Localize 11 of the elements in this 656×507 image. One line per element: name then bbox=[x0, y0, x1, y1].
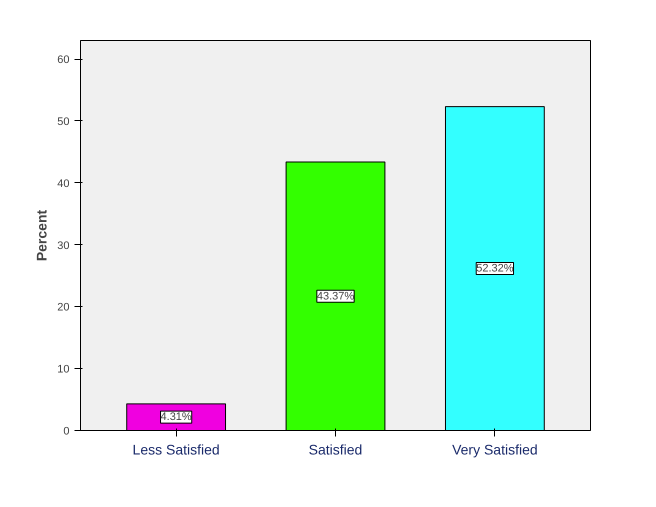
y-tick-label: 10 bbox=[57, 364, 70, 376]
x-tick-label: Less Satisfied bbox=[132, 442, 220, 458]
y-tick-label: 60 bbox=[57, 54, 70, 66]
y-tick-label: 20 bbox=[57, 302, 70, 314]
y-tick-label: 40 bbox=[57, 178, 70, 190]
y-axis-title: Percent bbox=[33, 209, 50, 262]
y-tick-label: 0 bbox=[63, 426, 70, 438]
y-tick-label: 50 bbox=[57, 116, 70, 128]
x-tick-label: Satisfied bbox=[308, 442, 362, 458]
x-tick-label: Very Satisfied bbox=[452, 442, 538, 458]
y-tick-label: 30 bbox=[57, 240, 70, 252]
